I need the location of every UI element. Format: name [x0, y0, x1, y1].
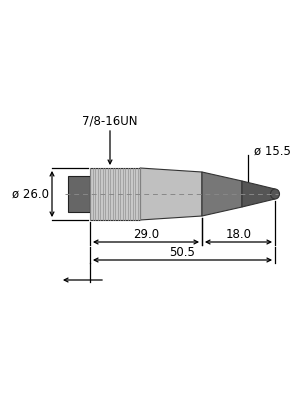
Polygon shape — [90, 168, 140, 220]
Polygon shape — [202, 172, 242, 216]
Text: 50.5: 50.5 — [170, 246, 196, 259]
Text: ø 26.0: ø 26.0 — [12, 188, 49, 200]
Polygon shape — [242, 181, 275, 207]
Polygon shape — [68, 176, 90, 212]
Text: 7/8-16UN: 7/8-16UN — [82, 114, 138, 127]
Text: 18.0: 18.0 — [225, 228, 251, 241]
Ellipse shape — [271, 189, 280, 199]
Text: ø 15.5: ø 15.5 — [254, 144, 291, 158]
Polygon shape — [140, 168, 202, 220]
Text: 29.0: 29.0 — [133, 228, 159, 241]
